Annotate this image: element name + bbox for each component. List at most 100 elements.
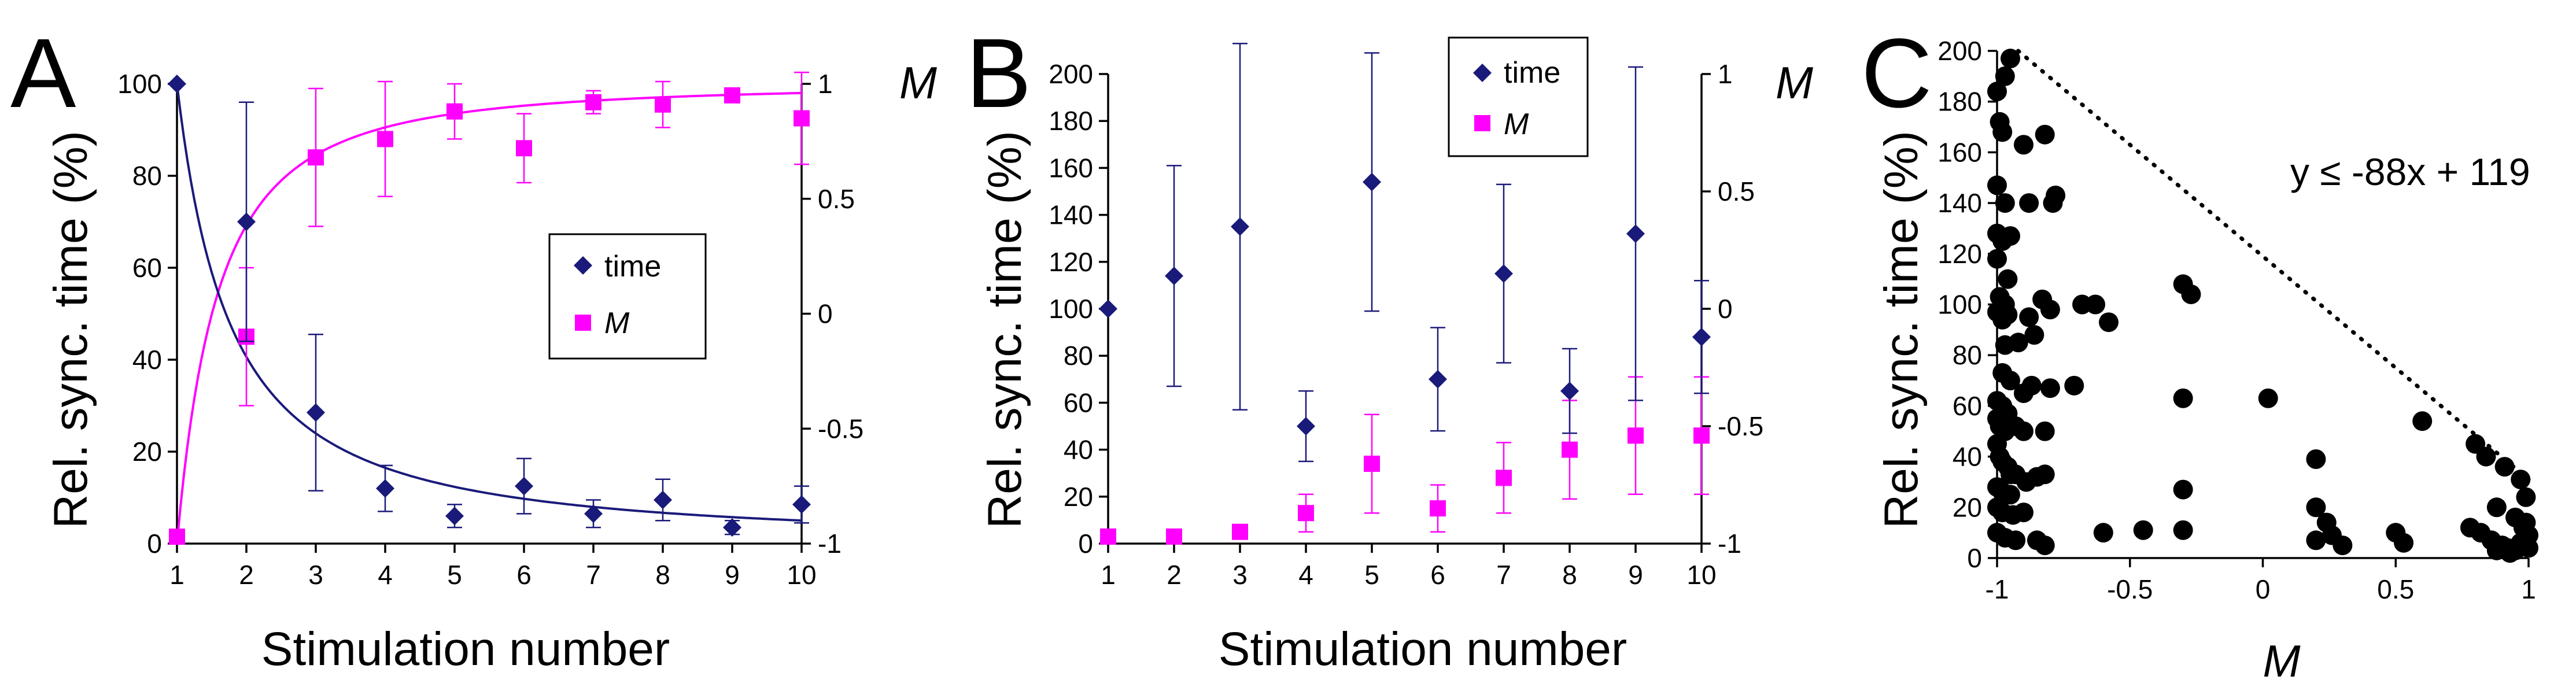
panel-c-point xyxy=(2019,193,2039,213)
panel-c-point xyxy=(2000,485,2020,505)
panel-b-y2-axis-label: M xyxy=(1776,57,1813,108)
panel-b-letter: B xyxy=(966,19,1031,128)
panel-a-x-tick-label: 9 xyxy=(725,560,740,590)
panel-a-letter: A xyxy=(10,19,76,128)
panel-c-point xyxy=(2181,284,2201,304)
panel-c-point xyxy=(1995,193,2015,213)
panel-c-point xyxy=(2086,294,2106,315)
panel-b-time-point xyxy=(1099,300,1117,318)
panel-c-point xyxy=(2013,421,2034,441)
panel-b-y-tick-label: 80 xyxy=(1064,341,1093,371)
panel-b-y2-tick-label: -0.5 xyxy=(1718,411,1763,441)
panel-b-m-point xyxy=(1100,528,1116,545)
panel-c-x-tick-label: 0 xyxy=(2256,574,2271,604)
panel-a-y-tick-label: 40 xyxy=(132,345,162,375)
panel-b-x-tick-label: 6 xyxy=(1430,560,1445,590)
panel-a-x-tick-label: 10 xyxy=(787,560,816,590)
panel-c-point xyxy=(2306,530,2326,551)
panel-c-point xyxy=(2173,520,2193,540)
panel-c-point xyxy=(1992,122,2013,142)
panel-a-y2-tick-label: -0.5 xyxy=(818,413,863,444)
panel-c-x-tick-label: -0.5 xyxy=(2107,574,2153,604)
panel-b-m-point xyxy=(1562,441,1578,458)
panel-b-legend-time-label: time xyxy=(1504,56,1560,90)
panel-c-point xyxy=(2035,535,2055,556)
panel-b-time-point xyxy=(1165,267,1183,286)
panel-c-point xyxy=(2040,378,2060,398)
panel-a-x-tick-label: 1 xyxy=(169,560,184,590)
panel-c-point xyxy=(1987,82,2007,102)
panel-b-m-point xyxy=(1364,455,1380,472)
panel-c-point xyxy=(2006,530,2026,551)
panel-a-m-point xyxy=(308,149,324,166)
panel-b-y-tick-label: 160 xyxy=(1049,153,1093,183)
panel-c-y-tick-label: 60 xyxy=(1953,391,1982,421)
panel-a-x-tick-label: 4 xyxy=(378,560,393,590)
panel-c-y-tick-label: 160 xyxy=(1937,137,1982,167)
panel-b-m-point xyxy=(1430,500,1446,517)
panel-c-point xyxy=(2035,464,2055,485)
panel-b-m-point xyxy=(1298,505,1314,522)
panel-c-x-tick-label: 1 xyxy=(2521,574,2536,604)
panel-b: B Rel. sync. time (%) Stimulation number… xyxy=(966,19,1813,675)
panel-a-m-point xyxy=(655,96,671,113)
panel-c-data-marks xyxy=(1987,49,2538,563)
panel-b-y-axis-label: Rel. sync. time (%) xyxy=(979,131,1031,529)
panel-a-x-tick-label: 7 xyxy=(586,560,601,590)
panel-c-point xyxy=(2019,307,2039,327)
panel-b-x-tick-label: 8 xyxy=(1562,560,1577,590)
panel-b-y-tick-label: 60 xyxy=(1064,387,1093,418)
panel-b-x-axis-label: Stimulation number xyxy=(1219,623,1627,675)
panel-c-x-tick-label: 0.5 xyxy=(2377,574,2414,604)
panel-c-point xyxy=(2024,325,2044,345)
panel-c-point xyxy=(1998,305,2018,325)
panel-c-y-tick-label: 180 xyxy=(1937,87,1982,117)
panel-c-point xyxy=(2486,540,2507,560)
panel-a-x-tick-label: 5 xyxy=(447,560,462,590)
panel-a-time-point xyxy=(654,490,672,509)
panel-a-m-point xyxy=(516,140,532,157)
panel-a-time-fit-line xyxy=(176,83,802,522)
panel-c-point xyxy=(2000,371,2020,391)
panel-a-m-point xyxy=(724,87,740,104)
panel-c-point xyxy=(2013,503,2034,523)
panel-a-y-tick-label: 100 xyxy=(117,69,162,99)
panel-c-y-tick-label: 0 xyxy=(1967,543,1982,573)
panel-c-point xyxy=(2394,533,2414,553)
panel-a-y2-tick-label: -1 xyxy=(818,529,842,559)
panel-b-y-tick-label: 40 xyxy=(1064,435,1093,465)
panel-b-time-point xyxy=(1692,327,1711,346)
panel-a-time-point xyxy=(237,212,256,231)
panel-b-m-point xyxy=(1496,470,1512,486)
panel-c-y-tick-label: 200 xyxy=(1937,36,1982,66)
panel-c-y-tick-label: 100 xyxy=(1937,290,1982,320)
panel-b-y2-tick-label: 0.5 xyxy=(1718,176,1755,206)
panel-a-y-tick-label: 80 xyxy=(132,161,162,191)
panel-a-y2-axis-label: M xyxy=(899,57,937,108)
panel-b-y2-tick-label: 0 xyxy=(1718,294,1733,324)
panel-b-y2-tick-label: -1 xyxy=(1718,529,1741,559)
panel-a-y-tick-label: 0 xyxy=(147,529,162,559)
panel-b-m-point xyxy=(1166,528,1182,545)
panel-b-m-point xyxy=(1627,427,1644,444)
panel-c: C Rel. sync. time (%) M y ≤ -88x + 119 0… xyxy=(1861,19,2538,686)
panel-b-y-tick-label: 180 xyxy=(1049,106,1093,136)
panel-c-point xyxy=(2173,388,2193,408)
panel-a-x-tick-label: 3 xyxy=(308,560,323,590)
panel-a-time-point xyxy=(723,518,741,537)
panel-b-m-point xyxy=(1232,523,1248,540)
panel-b-time-point xyxy=(1626,224,1645,243)
panel-c-x-tick-label: -1 xyxy=(1985,574,2009,604)
panel-b-time-point xyxy=(1363,172,1381,191)
panel-b-time-point xyxy=(1560,382,1579,401)
panel-b-x-tick-label: 1 xyxy=(1101,560,1116,590)
panel-a-m-point xyxy=(169,529,185,545)
panel-a-y2-tick-label: 0.5 xyxy=(818,184,855,214)
panel-a-legend-time-label: time xyxy=(604,250,661,283)
panel-a-x-tick-label: 8 xyxy=(655,560,670,590)
panel-b-y-tick-label: 20 xyxy=(1064,482,1093,512)
panel-c-point xyxy=(2035,124,2055,145)
panel-c-point xyxy=(2093,523,2113,543)
panel-c-y-tick-label: 80 xyxy=(1953,340,1982,370)
panel-c-point xyxy=(2306,497,2326,518)
